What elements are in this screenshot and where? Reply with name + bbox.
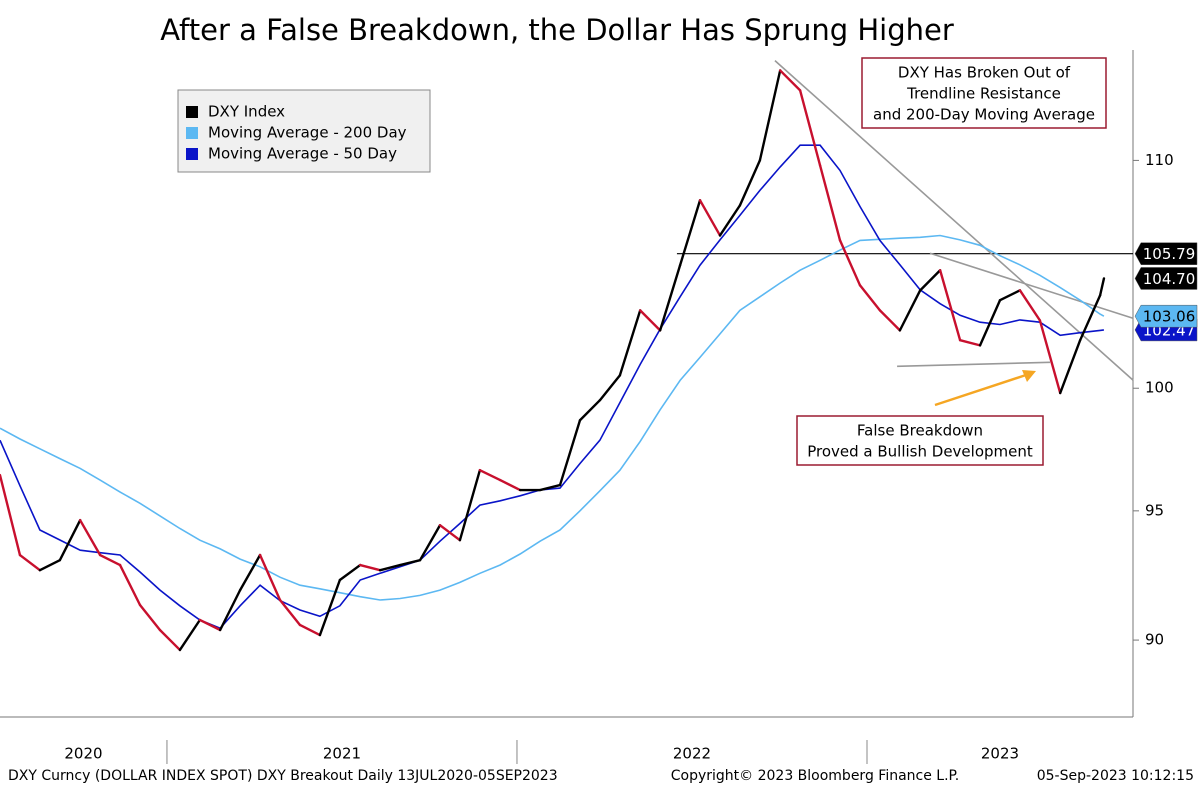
price-segment: [378, 563, 402, 572]
y-tick-label: 110: [1145, 151, 1174, 169]
price-segment: [958, 338, 982, 347]
price-segment: [998, 289, 1022, 302]
price-segment: [418, 524, 442, 562]
price-segment: [718, 204, 742, 237]
legend-swatch: [186, 106, 198, 118]
price-segment: [1078, 294, 1102, 342]
price-segment: [658, 264, 682, 332]
legend-box: [177, 89, 431, 173]
price-segment: [58, 518, 82, 562]
price-segment: [398, 558, 422, 567]
legend-label: Moving Average - 200 Day: [208, 124, 407, 142]
annotation-box: [796, 415, 1044, 466]
price-segment: [218, 588, 242, 632]
price-segment: [1058, 338, 1082, 395]
trendline: [897, 361, 1051, 368]
trendline: [774, 60, 1134, 381]
price-segment: [138, 603, 162, 632]
moving-average-line: [0, 144, 1105, 630]
value-box: [1134, 242, 1198, 265]
price-segment: [298, 623, 322, 637]
price-segment: [358, 563, 382, 572]
value-box-label: 105.79: [1143, 245, 1196, 263]
annotation-arrowhead: [1022, 370, 1036, 382]
price-segment: [638, 309, 662, 332]
price-segment: [578, 399, 602, 422]
price-segment: [318, 578, 342, 637]
price-segment: [818, 164, 842, 242]
annotation-text: and 200-Day Moving Average: [873, 106, 1095, 124]
price-segment: [738, 159, 762, 207]
price-segment: [938, 269, 962, 342]
x-tick-label: 2022: [673, 745, 711, 763]
y-tick-label: 100: [1145, 379, 1174, 397]
legend-label: DXY Index: [208, 103, 285, 121]
trendline: [929, 252, 1134, 320]
x-tick-label: 2023: [981, 745, 1019, 763]
annotation-text: Trendline Resistance: [906, 85, 1061, 103]
price-segment: [498, 478, 522, 492]
footer-right: 05-Sep-2023 10:12:15: [1037, 768, 1194, 784]
value-box-label: 103.06: [1143, 308, 1196, 326]
annotation-box: [861, 57, 1107, 129]
price-segment: [78, 518, 102, 557]
y-tick-label: 90: [1145, 631, 1164, 649]
price-segment: [198, 618, 222, 632]
price-segment: [778, 69, 802, 92]
annotation-text: Proved a Bullish Development: [807, 443, 1033, 461]
price-segment: [338, 563, 362, 582]
price-segment: [558, 419, 582, 487]
price-segment: [758, 69, 782, 162]
legend-swatch: [186, 148, 198, 160]
price-segment: [918, 269, 942, 292]
price-segment: [258, 553, 282, 602]
price-segment: [158, 628, 182, 652]
price-segment: [38, 558, 62, 572]
price-segment: [278, 598, 302, 627]
legend-label: Moving Average - 50 Day: [208, 145, 397, 163]
price-segment: [1038, 319, 1062, 395]
legend-swatch: [186, 127, 198, 139]
x-tick-label: 2020: [64, 745, 102, 763]
price-segment: [798, 89, 822, 167]
value-box-label: 104.70: [1143, 270, 1196, 288]
value-box: [1134, 267, 1198, 290]
price-segment: [178, 618, 202, 652]
price-segment: [618, 309, 642, 377]
price-segment: [18, 553, 42, 572]
y-tick-label: 95: [1145, 501, 1164, 519]
price-segment: [598, 374, 622, 402]
value-box: [1134, 304, 1198, 328]
price-segment: [538, 483, 562, 492]
price-segment: [438, 524, 462, 542]
price-segment: [978, 299, 1002, 347]
price-segment: [118, 563, 142, 607]
annotation-text: False Breakdown: [857, 422, 983, 440]
price-segment: [898, 289, 922, 332]
price-segment: [0, 473, 22, 557]
footer-left: DXY Curncy (DOLLAR INDEX SPOT) DXY Break…: [8, 768, 558, 784]
price-segment: [858, 284, 882, 312]
price-segment: [98, 553, 122, 567]
price-segment: [1098, 277, 1106, 297]
annotation-text: DXY Has Broken Out of: [898, 64, 1071, 82]
annotation-arrow: [934, 373, 1027, 407]
price-segment: [478, 468, 502, 482]
chart-title: After a False Breakdown, the Dollar Has …: [160, 13, 954, 47]
price-segment: [878, 309, 902, 332]
price-segment: [458, 468, 482, 542]
price-segment: [838, 239, 862, 287]
price-segment: [238, 553, 262, 592]
price-segment: [698, 199, 722, 237]
footer-center: Copyright© 2023 Bloomberg Finance L.P.: [671, 768, 960, 784]
price-segment: [1018, 289, 1042, 322]
moving-average-line: [0, 234, 1105, 601]
price-segment: [678, 199, 702, 267]
x-tick-label: 2021: [323, 745, 361, 763]
